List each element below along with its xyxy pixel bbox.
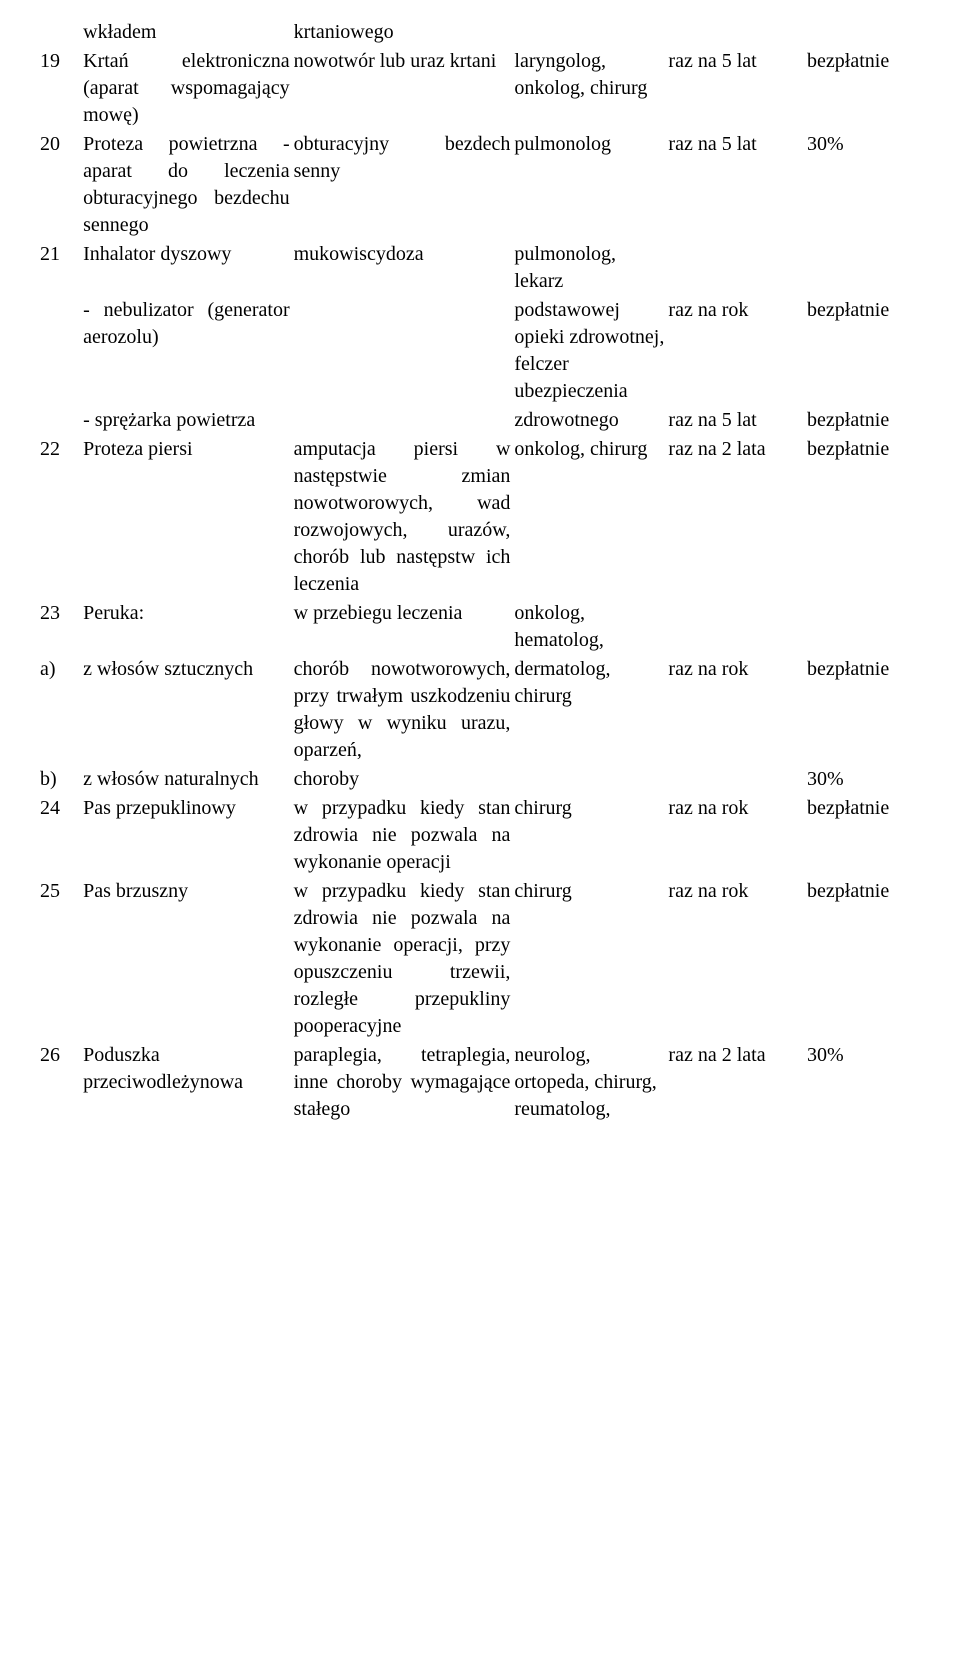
specialist: onkolog, hematolog, xyxy=(514,599,668,655)
product-name: Proteza piersi xyxy=(83,435,294,599)
product-name: Inhalator dyszowy xyxy=(83,240,294,296)
product-name: z włosów naturalnych xyxy=(83,765,294,794)
specialist: chirurg xyxy=(514,877,668,1041)
specialist: pulmonolog, lekarz xyxy=(514,240,668,296)
payment: 30% xyxy=(807,130,920,240)
table-row: 25Pas brzusznyw przypadku kiedy stan zdr… xyxy=(40,877,920,1041)
frequency: raz na 5 lat xyxy=(668,406,807,435)
row-number xyxy=(40,406,83,435)
frequency: raz na rok xyxy=(668,877,807,1041)
table-row: b)z włosów naturalnychchoroby 30% xyxy=(40,765,920,794)
indication: amputacja piersi w następstwie zmian now… xyxy=(294,435,515,599)
row-number xyxy=(40,18,83,47)
indication: w przypadku kiedy stan zdrowia nie pozwa… xyxy=(294,794,515,877)
product-name: Peruka: xyxy=(83,599,294,655)
product-name: Proteza powietrzna -aparat do leczenia o… xyxy=(83,130,294,240)
indication: paraplegia, tetraplegia, inne choroby wy… xyxy=(294,1041,515,1124)
payment xyxy=(807,240,920,296)
payment: 30% xyxy=(807,1041,920,1124)
specialist: pulmonolog xyxy=(514,130,668,240)
frequency: raz na 5 lat xyxy=(668,130,807,240)
row-number: 19 xyxy=(40,47,83,130)
payment: bezpłatnie xyxy=(807,655,920,765)
product-name: Pas brzuszny xyxy=(83,877,294,1041)
table-row: a)z włosów sztucznychchorób nowotworowyc… xyxy=(40,655,920,765)
indication xyxy=(294,296,515,406)
frequency xyxy=(668,599,807,655)
table-row: - nebulizator (generator aerozolu) podsta… xyxy=(40,296,920,406)
specialist xyxy=(514,765,668,794)
frequency xyxy=(668,240,807,296)
row-number: 25 xyxy=(40,877,83,1041)
product-name: Krtań elektroniczna (aparat wspomagający… xyxy=(83,47,294,130)
product-name: - nebulizator (generator aerozolu) xyxy=(83,296,294,406)
products-table: wkłademkrtaniowego19Krtań elektroniczna … xyxy=(40,18,920,1124)
frequency: raz na 2 lata xyxy=(668,435,807,599)
indication: mukowiscydoza xyxy=(294,240,515,296)
product-name: Poduszka przeciwodleżynowa xyxy=(83,1041,294,1124)
indication: krtaniowego xyxy=(294,18,515,47)
row-number: 24 xyxy=(40,794,83,877)
table-row: - sprężarka powietrza zdrowotnegoraz na 5… xyxy=(40,406,920,435)
frequency: raz na 2 lata xyxy=(668,1041,807,1124)
table-row: 22Proteza piersiamputacja piersi w nastę… xyxy=(40,435,920,599)
frequency xyxy=(668,765,807,794)
payment: bezpłatnie xyxy=(807,47,920,130)
payment xyxy=(807,18,920,47)
indication: obturacyjny bezdech senny xyxy=(294,130,515,240)
specialist xyxy=(514,18,668,47)
indication: w przebiegu leczenia xyxy=(294,599,515,655)
table-row: 26Poduszka przeciwodleżynowaparaplegia, … xyxy=(40,1041,920,1124)
frequency xyxy=(668,18,807,47)
payment: bezpłatnie xyxy=(807,296,920,406)
specialist: chirurg xyxy=(514,794,668,877)
row-number: 20 xyxy=(40,130,83,240)
frequency: raz na rok xyxy=(668,296,807,406)
specialist: dermatolog, chirurg xyxy=(514,655,668,765)
indication: chorób nowotworowych, przy trwałym uszko… xyxy=(294,655,515,765)
specialist: neurolog, ortopeda, chirurg, reumatolog, xyxy=(514,1041,668,1124)
row-number: 22 xyxy=(40,435,83,599)
payment: 30% xyxy=(807,765,920,794)
table-row: 21Inhalator dyszowymukowiscydozapulmonol… xyxy=(40,240,920,296)
product-name: z włosów sztucznych xyxy=(83,655,294,765)
row-number: 26 xyxy=(40,1041,83,1124)
payment: bezpłatnie xyxy=(807,794,920,877)
payment xyxy=(807,599,920,655)
product-name: wkładem xyxy=(83,18,294,47)
payment: bezpłatnie xyxy=(807,877,920,1041)
product-name: - sprężarka powietrza xyxy=(83,406,294,435)
frequency: raz na rok xyxy=(668,655,807,765)
table-row: 23Peruka:w przebiegu leczeniaonkolog, he… xyxy=(40,599,920,655)
row-number: a) xyxy=(40,655,83,765)
table-row: 24Pas przepuklinowyw przypadku kiedy sta… xyxy=(40,794,920,877)
indication: nowotwór lub uraz krtani xyxy=(294,47,515,130)
frequency: raz na rok xyxy=(668,794,807,877)
payment: bezpłatnie xyxy=(807,406,920,435)
row-number: 21 xyxy=(40,240,83,296)
table-row: 19Krtań elektroniczna (aparat wspomagają… xyxy=(40,47,920,130)
row-number: 23 xyxy=(40,599,83,655)
row-number xyxy=(40,296,83,406)
table-row: wkłademkrtaniowego xyxy=(40,18,920,47)
specialist: zdrowotnego xyxy=(514,406,668,435)
specialist: onkolog, chirurg xyxy=(514,435,668,599)
specialist: podstawowej opieki zdrowotnej, felczer u… xyxy=(514,296,668,406)
frequency: raz na 5 lat xyxy=(668,47,807,130)
payment: bezpłatnie xyxy=(807,435,920,599)
product-name: Pas przepuklinowy xyxy=(83,794,294,877)
indication: w przypadku kiedy stan zdrowia nie pozwa… xyxy=(294,877,515,1041)
indication: choroby xyxy=(294,765,515,794)
indication xyxy=(294,406,515,435)
table-row: 20Proteza powietrzna -aparat do leczenia… xyxy=(40,130,920,240)
row-number: b) xyxy=(40,765,83,794)
specialist: laryngolog, onkolog, chirurg xyxy=(514,47,668,130)
